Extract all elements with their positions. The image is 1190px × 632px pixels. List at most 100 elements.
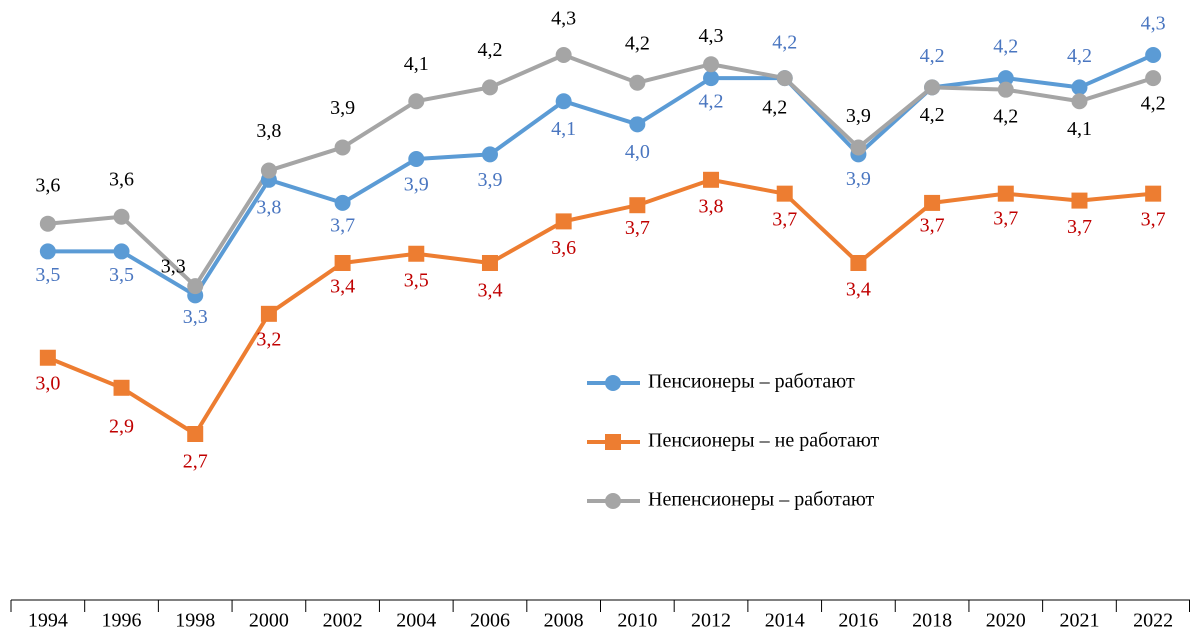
series-line [47, 177, 1154, 436]
marker [481, 254, 498, 271]
x-tick-label: 2022 [1133, 610, 1173, 632]
data-label: 3,3 [183, 306, 208, 328]
marker [334, 194, 351, 211]
marker [260, 305, 277, 322]
x-tick-label: 2012 [691, 610, 731, 632]
x-tick-label: 2020 [986, 610, 1026, 632]
x-tick-label: 2002 [323, 610, 363, 632]
data-label: 4,2 [993, 36, 1018, 58]
data-label: 3,9 [846, 105, 871, 127]
data-label: 3,9 [846, 168, 871, 190]
series-line [47, 53, 1154, 298]
marker [1145, 47, 1162, 63]
marker [1071, 79, 1088, 96]
data-label: 3,0 [35, 372, 60, 394]
data-label: 4,1 [404, 53, 429, 75]
marker [555, 93, 572, 110]
marker [481, 79, 498, 96]
marker [39, 349, 56, 366]
data-label: 3,6 [35, 174, 60, 196]
data-label: 3,8 [256, 196, 281, 218]
marker [1145, 70, 1162, 87]
data-label: 4,1 [1067, 118, 1092, 140]
marker [334, 139, 351, 156]
x-tick-label: 2014 [765, 610, 805, 632]
series-line [47, 53, 1154, 289]
x-tick-label: 2016 [838, 610, 878, 632]
marker [850, 254, 867, 271]
data-label: 4,2 [993, 105, 1018, 127]
marker [187, 278, 204, 295]
data-label: 4,2 [477, 39, 502, 61]
x-tick-label: 1994 [28, 610, 68, 632]
legend-marker [605, 375, 621, 391]
data-label: 4,2 [772, 32, 797, 54]
data-label: 3,6 [109, 168, 134, 190]
marker [629, 116, 646, 133]
marker [113, 379, 130, 396]
marker [1071, 192, 1088, 209]
data-label: 4,3 [551, 8, 576, 30]
data-label: 4,2 [1141, 93, 1166, 115]
x-tick-label: 2004 [396, 610, 436, 632]
data-label: 4,2 [699, 91, 724, 113]
data-label: 3,8 [256, 120, 281, 142]
data-label: 3,7 [330, 214, 355, 236]
data-label: 3,5 [109, 264, 134, 286]
x-tick-label: 2018 [912, 610, 952, 632]
data-label: 3,7 [625, 217, 650, 239]
marker [334, 254, 351, 271]
data-label: 4,2 [625, 32, 650, 54]
legend-marker [605, 493, 621, 509]
data-label: 3,9 [330, 97, 355, 119]
marker [408, 150, 425, 167]
marker [481, 146, 498, 163]
data-label: 4,3 [699, 25, 724, 47]
marker [187, 426, 204, 442]
marker [997, 70, 1014, 87]
data-label: 4,2 [762, 97, 787, 119]
data-label: 2,9 [109, 415, 134, 437]
data-label: 4,0 [625, 141, 650, 163]
legend-marker [605, 434, 621, 450]
data-label: 3,3 [161, 256, 186, 278]
data-label: 3,7 [1141, 208, 1166, 230]
marker [924, 79, 941, 96]
data-label: 3,5 [404, 269, 429, 291]
x-tick-label: 2000 [249, 610, 289, 632]
x-tick-label: 2008 [544, 610, 584, 632]
data-label: 4,2 [920, 104, 945, 126]
marker [1145, 185, 1162, 202]
data-label: 3,7 [772, 208, 797, 230]
x-tick-label: 2021 [1059, 610, 1099, 632]
data-label: 4,3 [1141, 13, 1166, 35]
data-label: 3,4 [846, 279, 871, 301]
marker [997, 81, 1014, 98]
data-label: 3,9 [477, 169, 502, 191]
marker [39, 215, 56, 232]
marker [629, 197, 646, 214]
marker [776, 185, 793, 202]
x-tick-label: 2006 [470, 610, 510, 632]
marker [703, 56, 720, 73]
data-label: 2,7 [183, 451, 208, 473]
marker [1071, 93, 1088, 110]
legend-label: Пенсионеры – не работают [648, 430, 880, 452]
x-tick-label: 2010 [617, 610, 657, 632]
data-label: 3,6 [551, 237, 576, 259]
legend-label: Пенсионеры – работают [648, 371, 855, 393]
x-tick-label: 1996 [102, 610, 142, 632]
data-label: 3,2 [256, 328, 281, 350]
marker [703, 171, 720, 188]
data-label: 4,2 [920, 45, 945, 67]
marker [776, 70, 793, 87]
marker [555, 47, 572, 63]
marker [555, 213, 572, 230]
marker [113, 243, 130, 260]
data-label: 3,9 [404, 174, 429, 196]
data-label: 3,7 [1067, 216, 1092, 238]
data-label: 3,8 [699, 195, 724, 217]
data-label: 3,7 [993, 207, 1018, 229]
marker [997, 185, 1014, 202]
